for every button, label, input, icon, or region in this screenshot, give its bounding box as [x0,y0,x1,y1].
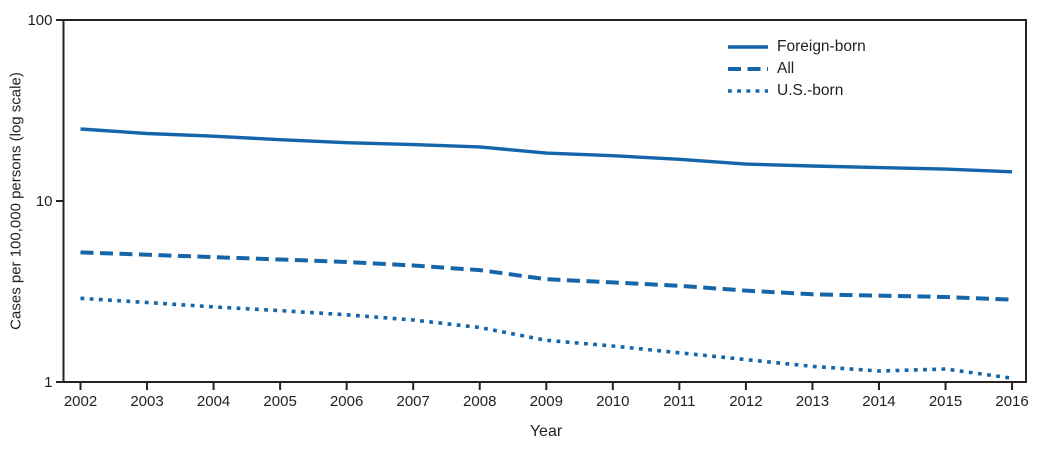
series-line-all [80,250,1013,302]
legend-label-u-s-born: U.S.-born [777,82,844,99]
x-axis-tick-label: 2013 [796,393,829,410]
x-axis-tick-label: 2011 [663,393,695,410]
legend-item: All [728,58,866,80]
y-axis-tick-label: 1 [44,374,52,391]
legend-label-all: All [777,60,795,77]
legend-dotted-line-swatch-icon [728,87,768,95]
series-line-u-s-born [80,296,1013,380]
x-axis-title: Year [529,423,563,440]
x-axis-tick-label: 2012 [729,393,762,410]
y-axis-title: Cases per 100,000 persons (log scale) [7,72,25,330]
x-axis-tick-label: 2016 [995,393,1028,410]
x-axis-tick-label: 2008 [463,393,496,410]
series-line-foreign-born [80,127,1013,174]
x-axis-tick-label: 2003 [130,393,163,410]
x-axis-tick-label: 2007 [397,393,430,410]
x-axis-tick-label: 2002 [64,393,97,410]
legend-item: Foreign-born [728,36,866,58]
y-axis-tick-label: 10 [36,193,53,210]
legend: Foreign-born All U.S.-born [728,36,866,102]
legend-solid-line-swatch-icon [728,43,768,51]
y-axis-tick-label: 100 [27,12,52,29]
legend-label-foreign-born: Foreign-born [777,38,866,55]
axes-frame [62,19,1027,383]
x-axis-tick-label: 2005 [263,393,296,410]
x-axis-tick-label: 2006 [330,393,363,410]
x-axis-tick-label: 2015 [929,393,962,410]
x-axis-tick-label: 2014 [862,393,895,410]
x-axis-tick-label: 2010 [596,393,629,410]
x-axis-tick-label: 2009 [530,393,563,410]
x-axis-tick-label: 2004 [197,393,230,410]
legend-dashed-line-swatch-icon [728,65,768,73]
legend-item: U.S.-born [728,80,866,102]
